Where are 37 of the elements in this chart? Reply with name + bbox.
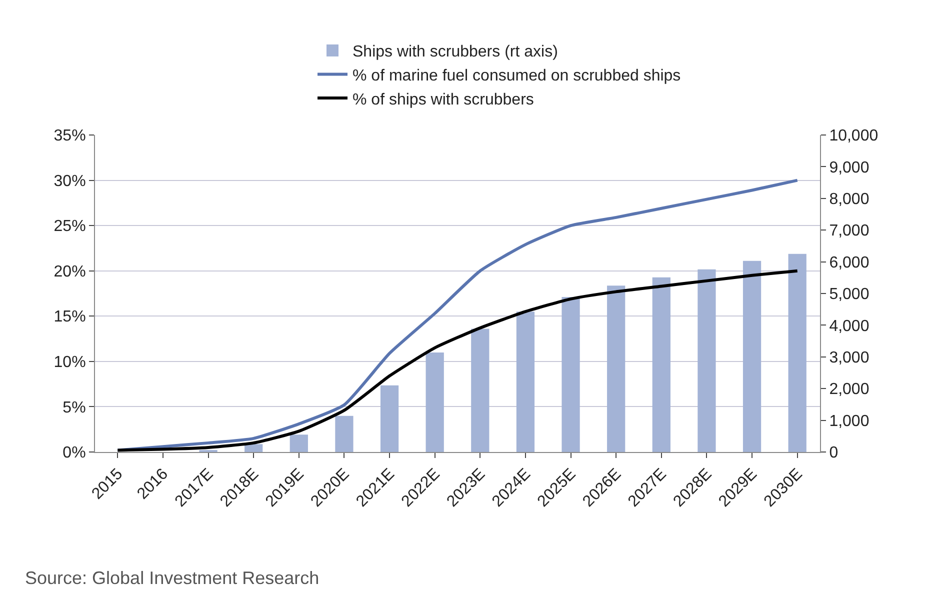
y2-tick-label: 6,000 — [829, 254, 870, 272]
y-tick-label: 5% — [62, 399, 86, 416]
legend-label: Ships with scrubbers (rt axis) — [352, 44, 558, 61]
y2-tick-label: 4,000 — [829, 318, 870, 335]
y2-tick-label: 9,000 — [829, 159, 870, 176]
y2-tick-label: 0 — [829, 444, 838, 462]
y-tick-label: 35% — [54, 128, 86, 145]
y2-tick-label: 7,000 — [829, 222, 870, 240]
y2-tick-label: 10,000 — [829, 128, 878, 145]
bar — [562, 296, 580, 452]
bar — [290, 434, 308, 452]
y2-tick-label: 2,000 — [829, 381, 870, 398]
y2-tick-label: 3,000 — [829, 350, 870, 366]
bar — [244, 444, 263, 452]
bar — [426, 352, 444, 452]
y-tick-label: 15% — [54, 308, 86, 326]
source-note: Source: Global Investment Research — [25, 568, 320, 588]
bar — [742, 260, 762, 452]
legend-label: % of ships with scrubbers — [352, 91, 534, 108]
bar — [788, 254, 806, 452]
bar — [380, 385, 399, 452]
y-tick-label: 10% — [54, 354, 86, 372]
y2-tick-label: 5,000 — [829, 286, 870, 304]
bar — [698, 269, 716, 452]
y2-tick-label: 8,000 — [829, 191, 870, 208]
y-tick-label: 25% — [54, 218, 86, 236]
legend-label: % of marine fuel consumed on scrubbed ships — [352, 68, 681, 84]
bar — [652, 277, 670, 452]
y2-tick-label: 1,000 — [829, 412, 870, 430]
bar — [516, 312, 535, 452]
bar — [607, 286, 626, 452]
line-series — [116, 269, 799, 452]
y-tick-label: 30% — [54, 172, 86, 190]
bar — [335, 416, 354, 452]
y-tick-label: 20% — [54, 263, 86, 280]
bar — [471, 328, 490, 452]
y-tick-label: 0% — [62, 444, 86, 462]
